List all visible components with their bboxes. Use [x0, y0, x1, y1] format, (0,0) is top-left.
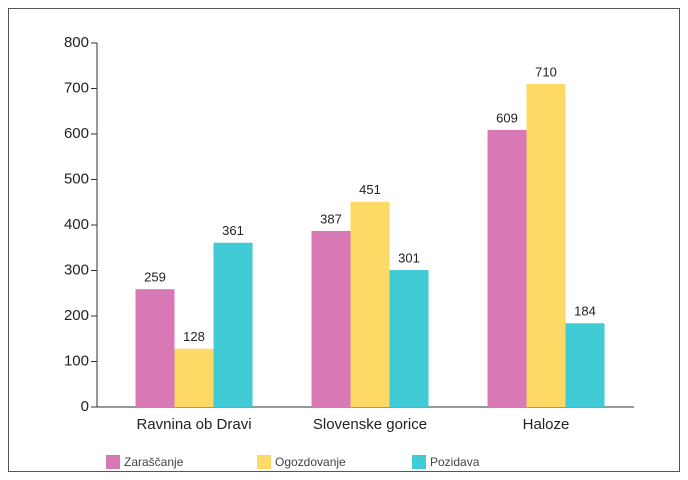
chart-frame [8, 8, 680, 472]
value-label: 451 [359, 182, 381, 197]
bar [213, 242, 253, 407]
value-label: 128 [183, 329, 205, 344]
value-label: 301 [398, 250, 420, 265]
legend-swatch [257, 455, 271, 469]
legend-label: Pozidava [430, 455, 480, 469]
value-label: 361 [222, 223, 244, 238]
legend-swatch [106, 455, 120, 469]
y-tick-label: 200 [64, 307, 89, 324]
legend-swatch [412, 455, 426, 469]
bar [174, 348, 214, 407]
bar [526, 83, 566, 407]
value-label: 609 [496, 110, 518, 125]
bar [135, 289, 175, 407]
bar [565, 323, 605, 407]
x-tick-label: Ravnina ob Dravi [136, 416, 251, 433]
value-label: 387 [320, 211, 342, 226]
bar [389, 270, 429, 407]
y-tick-label: 600 [64, 125, 89, 142]
value-label: 710 [535, 64, 557, 79]
x-tick-label: Haloze [523, 416, 570, 433]
y-tick-label: 800 [64, 34, 89, 51]
y-tick-label: 400 [64, 216, 89, 233]
y-tick-label: 0 [81, 398, 89, 415]
value-label: 184 [574, 304, 596, 319]
x-tick-label: Slovenske gorice [313, 416, 427, 433]
y-tick-label: 700 [64, 79, 89, 96]
y-tick-label: 500 [64, 170, 89, 187]
y-tick-label: 300 [64, 261, 89, 278]
legend-label: Zaraščanje [124, 455, 184, 469]
bar [350, 201, 390, 407]
y-tick-label: 100 [64, 352, 89, 369]
legend-label: Ogozdovanje [275, 455, 346, 469]
bar [487, 129, 527, 407]
bar [311, 230, 351, 407]
value-label: 259 [144, 270, 166, 285]
